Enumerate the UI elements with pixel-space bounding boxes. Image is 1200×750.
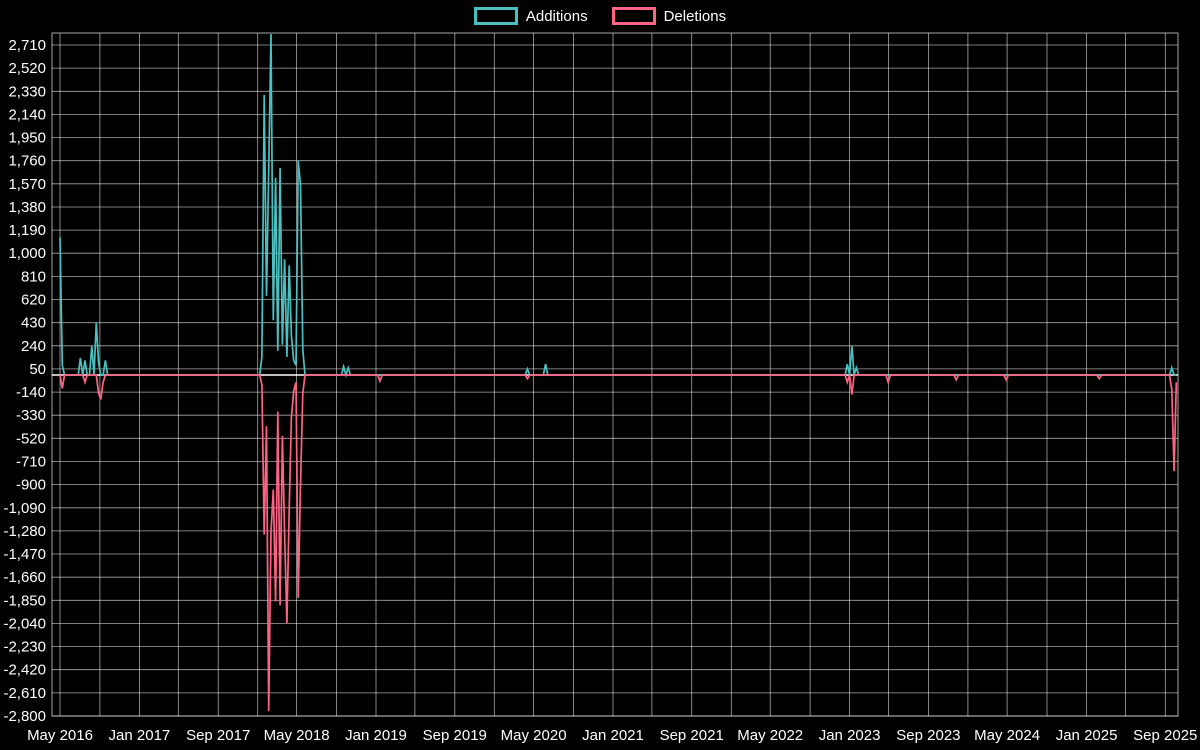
deletions-line <box>59 374 1178 712</box>
y-tick-label: -2,610 <box>3 685 46 702</box>
y-tick-label: -1,090 <box>3 500 46 517</box>
y-tick-label: 1,760 <box>8 153 46 170</box>
deletions-swatch <box>611 7 656 25</box>
x-tick-label: May 2018 <box>264 727 330 744</box>
y-tick-label: 1,190 <box>8 222 46 239</box>
y-tick-label: -1,660 <box>3 569 46 586</box>
y-tick-label: -710 <box>16 454 46 471</box>
y-tick-label: -2,420 <box>3 662 46 679</box>
y-tick-label: 50 <box>29 361 46 378</box>
y-tick-label: -520 <box>16 430 46 447</box>
x-tick-label: Sep 2021 <box>660 727 724 744</box>
y-tick-label: -1,850 <box>3 592 46 609</box>
additions-swatch <box>473 7 518 25</box>
x-tick-label: Sep 2025 <box>1133 727 1197 744</box>
legend-item-deletions[interactable]: Deletions <box>611 7 727 25</box>
y-tick-label: 1,380 <box>8 199 46 216</box>
y-tick-label: -2,230 <box>3 639 46 656</box>
y-tick-label: 2,520 <box>8 60 46 77</box>
x-tick-label: Sep 2019 <box>423 727 487 744</box>
x-tick-label: Sep 2023 <box>896 727 960 744</box>
y-tick-label: 1,950 <box>8 130 46 147</box>
y-tick-label: 2,140 <box>8 106 46 123</box>
x-tick-label: Sep 2017 <box>186 727 250 744</box>
x-tick-label: May 2016 <box>27 727 93 744</box>
legend-item-additions[interactable]: Additions <box>473 7 588 25</box>
x-tick-label: Jan 2025 <box>1056 727 1118 744</box>
y-tick-label: -1,470 <box>3 546 46 563</box>
y-tick-label: -2,800 <box>3 708 46 725</box>
x-tick-label: May 2020 <box>501 727 567 744</box>
y-tick-label: 2,330 <box>8 83 46 100</box>
y-tick-label: -330 <box>16 407 46 424</box>
x-tick-label: Jan 2019 <box>345 727 407 744</box>
y-tick-label: 810 <box>21 268 46 285</box>
x-tick-label: May 2022 <box>737 727 803 744</box>
y-tick-label: 240 <box>21 338 46 355</box>
deletions-legend-label: Deletions <box>663 7 727 25</box>
x-tick-label: May 2024 <box>974 727 1040 744</box>
additions-legend-label: Additions <box>525 7 588 25</box>
y-tick-label: 1,000 <box>8 245 46 262</box>
x-tick-label: Jan 2017 <box>109 727 171 744</box>
chart-legend: Additions Deletions <box>0 7 1200 25</box>
y-tick-label: 2,710 <box>8 37 46 54</box>
y-tick-label: 430 <box>21 315 46 332</box>
x-tick-label: Jan 2021 <box>582 727 644 744</box>
y-tick-label: -2,040 <box>3 615 46 632</box>
y-tick-label: -140 <box>16 384 46 401</box>
y-tick-label: 1,570 <box>8 176 46 193</box>
y-tick-label: -1,280 <box>3 523 46 540</box>
additions-line <box>59 33 1177 379</box>
y-tick-label: 620 <box>21 292 46 309</box>
y-tick-label: -900 <box>16 477 46 494</box>
x-tick-label: Jan 2023 <box>819 727 881 744</box>
